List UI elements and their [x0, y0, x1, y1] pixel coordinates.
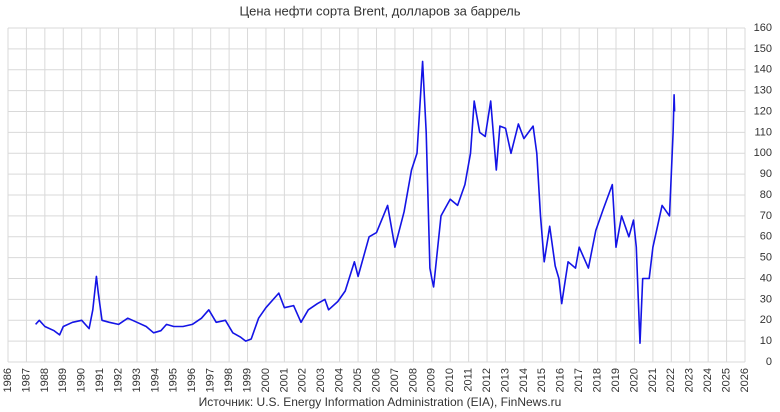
x-tick-label: 1994: [149, 368, 161, 392]
y-tick-label: 90: [760, 168, 772, 180]
y-tick-label: 50: [760, 252, 772, 264]
x-tick-label: 2003: [315, 368, 327, 392]
x-tick-label: 2018: [592, 368, 604, 392]
y-tick-label: 0: [766, 356, 772, 368]
x-tick-label: 2021: [647, 368, 659, 392]
x-tick-label: 2014: [518, 368, 530, 392]
x-tick-label: 2011: [463, 368, 475, 392]
y-tick-label: 80: [760, 189, 772, 201]
y-tick-label: 150: [754, 43, 772, 55]
x-tick-label: 2016: [555, 368, 567, 392]
x-tick-label: 1987: [20, 368, 32, 392]
x-tick-label: 2008: [407, 368, 419, 392]
y-tick-label: 60: [760, 231, 772, 243]
x-tick-label: 2004: [334, 368, 346, 392]
x-tick-label: 1993: [131, 368, 143, 392]
x-tick-label: 2002: [297, 368, 309, 392]
x-tick-label: 1986: [2, 368, 14, 392]
x-tick-label: 2026: [739, 368, 751, 392]
price-line: [35, 60, 676, 344]
y-tick-label: 10: [760, 335, 772, 347]
y-tick-label: 30: [760, 293, 772, 305]
x-tick-label: 1999: [241, 368, 253, 392]
x-tick-label: 2012: [481, 368, 493, 392]
x-tick-label: 2025: [720, 368, 732, 392]
x-tick-label: 1996: [186, 368, 198, 392]
x-tick-label: 2009: [426, 368, 438, 392]
x-tick-label: 1990: [76, 368, 88, 392]
x-tick-label: 2020: [628, 368, 640, 392]
y-tick-label: 160: [754, 22, 772, 34]
x-tick-label: 1989: [57, 368, 69, 392]
x-tick-label: 1992: [112, 368, 124, 392]
y-tick-label: 130: [754, 85, 772, 97]
x-tick-label: 2001: [278, 368, 290, 392]
y-tick-label: 70: [760, 210, 772, 222]
y-tick-label: 110: [754, 126, 772, 138]
x-tick-label: 1991: [94, 368, 106, 392]
x-tick-label: 1998: [223, 368, 235, 392]
y-tick-label: 40: [760, 272, 772, 284]
x-tick-label: 2019: [610, 368, 622, 392]
x-tick-label: 2017: [573, 368, 585, 392]
y-tick-label: 20: [760, 314, 772, 326]
x-tick-label: 2013: [499, 368, 511, 392]
x-tick-label: 1997: [205, 368, 217, 392]
chart-title: Цена нефти сорта Brent, долларов за барр…: [240, 3, 521, 18]
y-tick-label: 100: [754, 147, 772, 159]
x-tick-label: 2007: [389, 368, 401, 392]
y-tick-label: 140: [754, 64, 772, 76]
x-tick-label: 2022: [665, 368, 677, 392]
x-tick-label: 2005: [352, 368, 364, 392]
x-tick-label: 2015: [536, 368, 548, 392]
x-tick-label: 1988: [39, 368, 51, 392]
x-tick-label: 2006: [370, 368, 382, 392]
source-note: Источник: U.S. Energy Information Admini…: [199, 395, 562, 409]
x-tick-label: 1995: [168, 368, 180, 392]
x-tick-label: 2010: [444, 368, 456, 392]
x-tick-label: 2024: [702, 368, 714, 392]
y-tick-label: 120: [754, 105, 772, 117]
x-tick-label: 2000: [260, 368, 272, 392]
x-tick-label: 2023: [684, 368, 696, 392]
